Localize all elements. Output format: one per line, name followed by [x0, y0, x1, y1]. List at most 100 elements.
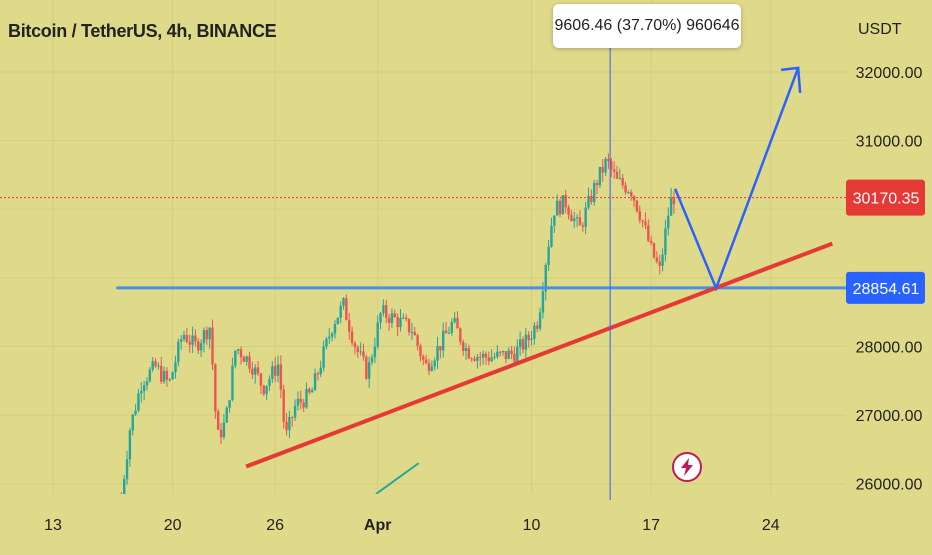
candle-body [510, 350, 513, 354]
candle-body [356, 347, 359, 352]
candle-body [567, 207, 570, 215]
candle-body [131, 414, 134, 431]
candle-body [382, 305, 385, 314]
candle-body [581, 225, 584, 227]
candle-body [191, 335, 194, 345]
candle-body [168, 379, 171, 381]
candle-body [655, 257, 659, 262]
candle-body [188, 342, 191, 345]
candle-body [467, 348, 471, 359]
candle-body [590, 195, 593, 203]
time-axis-labels: 13 20 26 Apr 10 17 24 [44, 494, 780, 534]
candle-body [575, 217, 579, 219]
candle-body [638, 211, 641, 221]
price-tick-label: 32000.00 [856, 65, 923, 82]
candle-body [262, 385, 265, 395]
candle-body [140, 391, 143, 394]
candle-body [570, 214, 573, 222]
candle-body [248, 356, 251, 369]
candle-body [436, 346, 439, 361]
candle-body [578, 217, 582, 226]
candle-body [367, 362, 371, 379]
candle-body [325, 338, 328, 347]
candle-body [182, 334, 186, 340]
price-tick-label: 26000.00 [856, 477, 923, 494]
candle-body [390, 313, 394, 323]
candle-body [481, 353, 485, 358]
candle-body [242, 357, 246, 362]
candle-body [533, 325, 536, 339]
candle-body [402, 317, 405, 319]
candle-body [385, 305, 388, 318]
axis-unit-label: USDT [858, 21, 902, 38]
candle-body [399, 317, 402, 328]
candle-body [245, 356, 248, 362]
candle-body [518, 339, 522, 347]
candle-body [550, 225, 553, 247]
candle-body [464, 348, 468, 351]
candle-body [214, 364, 217, 412]
time-axis[interactable]: 13 20 26 Apr 10 17 24 [0, 494, 932, 550]
candle-body [211, 327, 214, 365]
candle-body [459, 328, 462, 342]
candle-body [484, 353, 488, 358]
candle-body [299, 398, 302, 403]
candle-body [265, 385, 268, 395]
candle-body [276, 364, 280, 376]
lightning-bolt-icon[interactable] [672, 452, 702, 482]
candle-body [251, 368, 254, 375]
candle-body [461, 341, 465, 351]
candle-body [610, 161, 613, 170]
candle-body [222, 422, 226, 438]
candle-body [536, 325, 539, 329]
candle-body [308, 388, 311, 393]
price-axis: 26000.00 27000.00 28000.00 31000.00 32000.00… [846, 65, 925, 494]
candle-body [592, 182, 596, 203]
candle-body [470, 358, 473, 360]
candle-body [587, 195, 590, 208]
candle-body [584, 207, 587, 227]
candle-body [179, 339, 183, 342]
candle-body [216, 411, 220, 430]
candle-body [476, 356, 479, 361]
candle-body [647, 225, 650, 241]
candle-body [493, 356, 496, 358]
candle-body [194, 335, 197, 342]
candle-body [404, 317, 408, 319]
lightning-bolt-glyph [681, 458, 693, 476]
candle-body [148, 369, 152, 382]
time-tick-label: 10 [523, 517, 541, 534]
candle-body [362, 351, 365, 357]
candle-body [231, 365, 234, 401]
projection-path [673, 67, 800, 292]
candle-body [538, 312, 542, 329]
candle-body [350, 331, 354, 344]
ascending-trendline [245, 241, 834, 469]
candle-body [649, 240, 653, 244]
candle-body [296, 398, 300, 406]
candle-body [396, 317, 399, 328]
candle-body [393, 313, 396, 318]
candle-body [439, 346, 442, 351]
candle-body [319, 367, 322, 375]
candle-body [553, 215, 556, 226]
candle-body [345, 298, 348, 321]
candle-body [219, 429, 223, 438]
candle-body [293, 405, 297, 418]
candle-body [134, 410, 137, 415]
candle-body [359, 351, 362, 353]
measure-tooltip: 9606.46 (37.70%) 960646 [553, 4, 741, 48]
candle-body [310, 390, 314, 393]
candle-body [271, 366, 274, 379]
candle-body [407, 318, 411, 333]
candle-body [498, 351, 502, 353]
candle-body [268, 378, 271, 386]
candle-body [165, 370, 169, 380]
time-tick-label: Apr [364, 517, 392, 534]
candle-body [151, 361, 154, 370]
candle-body [573, 218, 576, 222]
candle-body [624, 185, 627, 193]
candle-body [142, 385, 146, 392]
